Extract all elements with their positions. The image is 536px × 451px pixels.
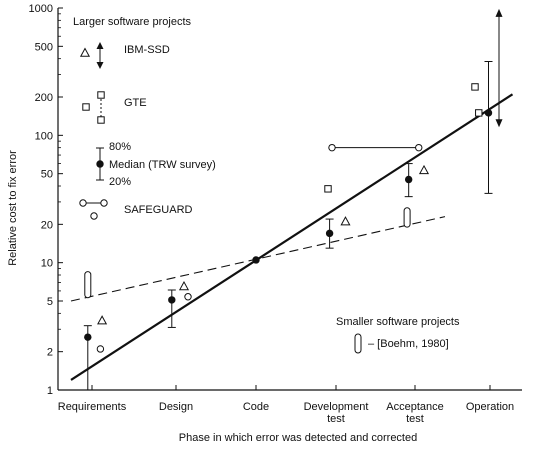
square-point-1-2 (475, 109, 483, 117)
trend-lines (70, 93, 514, 381)
triangle-point-0-2-shape (340, 216, 351, 226)
legend-safeguard-circle-a-shape (79, 199, 87, 207)
dot-point-2-5 (484, 109, 493, 117)
x-tick-label-4-0: Acceptance (386, 401, 443, 413)
dot-point-2-2 (252, 256, 260, 264)
circle-point-3-0 (96, 345, 105, 353)
circle-point-3-0-shape (96, 345, 105, 353)
small-legend-heading: Smaller software projects (336, 316, 460, 328)
axes: 1 2 5 10 20 50 100 200 500 1000 Requirements Design… (29, 3, 522, 425)
legend-safeguard-circle-c (90, 212, 98, 220)
legend-safeguard-circle-b (100, 199, 108, 207)
dot-point-2-4 (404, 175, 413, 184)
legend-heading: Larger software projects (73, 16, 191, 28)
dot-point-2-1-shape (168, 296, 176, 304)
triangle-point-0-0 (97, 315, 108, 325)
legend-median-dot-shape (96, 160, 104, 168)
legend-safeguard-circle-a (79, 199, 87, 207)
x-axis-label: Phase in which error was detected and co… (179, 432, 417, 444)
legend: Larger software projects IBM-SSD GTE 80% Med… (73, 16, 216, 220)
data-marks (83, 8, 503, 391)
dot-point-2-3-shape (325, 229, 334, 238)
y-tick-label-1000: 1000 (29, 3, 53, 15)
dot-point-2-5-shape (484, 109, 493, 117)
legend-ibm-triangle-shape (79, 47, 91, 57)
circle-point-3-2-shape (328, 143, 336, 152)
legend-gte-square-a-shape (82, 103, 90, 111)
x-tick-label-1-0: Design (159, 401, 193, 413)
legend-ibm-triangle (79, 47, 91, 57)
legend-gte-square-b (97, 91, 105, 99)
circle-point-3-2 (328, 143, 336, 152)
triangle-point-0-2 (340, 216, 351, 226)
y-axis-label: Relative cost to fix error (7, 150, 19, 266)
legend-median-upper: 80% (109, 141, 131, 153)
legend-ibm-arrow-down (96, 62, 104, 69)
dot-point-2-4-shape (404, 175, 413, 184)
legend-safeguard-circle-b-shape (100, 199, 108, 207)
y-tick-label-500: 500 (35, 41, 53, 53)
square-point-1-1 (471, 83, 479, 91)
boehm-capsule-1 (403, 207, 411, 228)
triangle-point-0-3 (418, 164, 430, 175)
y-tick-label-20: 20 (41, 219, 53, 231)
triangle-point-0-1-shape (178, 280, 190, 291)
y-tick-label-5: 5 (47, 296, 53, 308)
y-tick-label-10: 10 (41, 258, 53, 270)
circle-point-3-1 (184, 293, 192, 301)
y-tick-label-100: 100 (35, 130, 53, 142)
x-tick-label-2-0: Code (243, 401, 269, 413)
y-tick-label-50: 50 (41, 169, 53, 181)
dot-point-2-2-shape (252, 256, 260, 264)
legend-median-dot (96, 160, 104, 168)
legend-gte-square-c-shape (97, 116, 105, 124)
legend-median-label: Median (TRW survey) (109, 159, 216, 171)
y-tick-label-2: 2 (47, 347, 53, 359)
legend-ibm-label: IBM-SSD (124, 44, 170, 56)
x-tick-label-5-0: Operation (466, 401, 514, 413)
x-tick-label-4-1: test (406, 413, 424, 425)
dot-point-2-3 (325, 229, 334, 238)
square-point-1-0 (324, 185, 332, 193)
legend-gte-square-b-shape (97, 91, 105, 99)
legend-gte-square-c (97, 116, 105, 124)
legend-gte-square-a (82, 103, 90, 111)
circle-point-3-3-shape (415, 143, 423, 152)
square-point-1-1-shape (471, 83, 479, 91)
trend-line-solid (70, 93, 514, 381)
triangle-point-0-0-shape (97, 315, 108, 325)
small-projects-legend: Smaller software projects – [Boehm, 1980] (336, 316, 460, 354)
small-legend-capsule (354, 333, 362, 354)
legend-gte-label: GTE (124, 97, 147, 109)
triangle-point-0-1 (178, 280, 190, 291)
x-tick-label-3-1: test (327, 413, 345, 425)
y-tick-label-1: 1 (47, 385, 53, 397)
legend-safeguard-circle-c-shape (90, 212, 98, 220)
circle-point-3-1-shape (184, 293, 192, 301)
ibm-range-arrow-up (495, 8, 503, 17)
ibm-range-arrow-down (495, 119, 503, 128)
dot-point-2-0-shape (84, 333, 92, 341)
dot-point-2-1 (168, 296, 176, 304)
legend-median-lower: 20% (109, 176, 131, 188)
trend-line-dashed (70, 216, 446, 302)
small-legend-label: – [Boehm, 1980] (368, 338, 449, 350)
legend-safeguard-label: SAFEGUARD (124, 204, 193, 216)
y-tick-label-200: 200 (35, 92, 53, 104)
x-tick-label-3-0: Development (304, 401, 369, 413)
dot-point-2-0 (84, 333, 92, 341)
circle-point-3-3 (415, 143, 423, 152)
legend-ibm-arrow-up (96, 42, 104, 49)
boehm-capsule-0 (84, 271, 92, 299)
square-point-1-0-shape (324, 185, 332, 193)
x-tick-label-0-0: Requirements (58, 401, 127, 413)
triangle-point-0-3-shape (418, 164, 430, 175)
square-point-1-2-shape (475, 109, 483, 117)
